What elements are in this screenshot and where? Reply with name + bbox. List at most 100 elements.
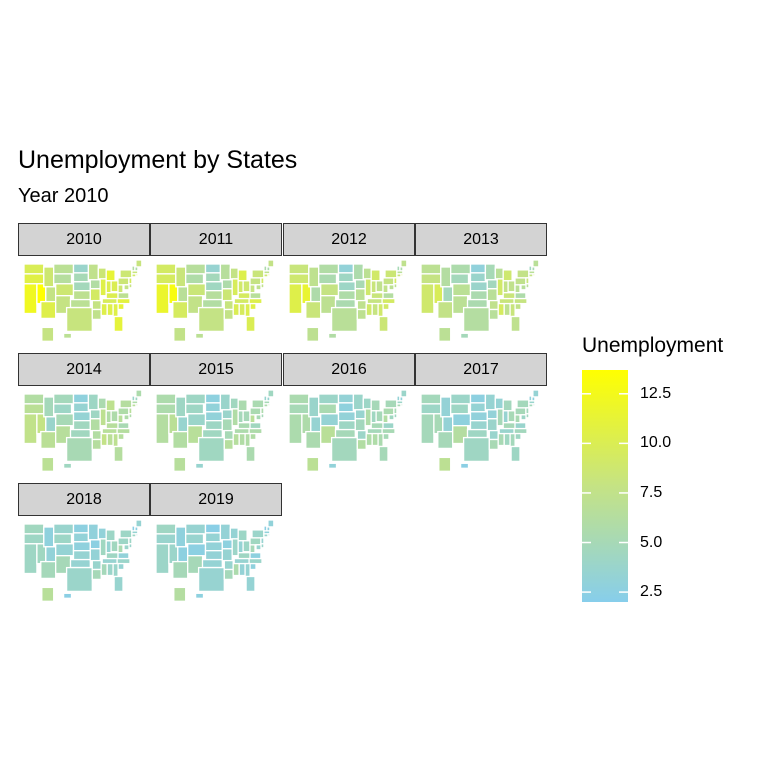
state-ut xyxy=(177,286,189,303)
state-nd xyxy=(469,393,487,404)
state-wv xyxy=(382,414,389,424)
state-nd xyxy=(204,523,222,534)
state-ak xyxy=(438,326,452,342)
state-tn xyxy=(366,297,383,305)
state-ny xyxy=(251,399,265,409)
state-fl xyxy=(378,445,389,463)
facet-strip-label: 2015 xyxy=(150,353,282,386)
state-az xyxy=(437,430,454,450)
state-ia xyxy=(89,279,101,290)
us-map-2016 xyxy=(288,389,408,472)
legend-gradient xyxy=(582,370,628,602)
state-fl xyxy=(378,315,389,333)
state-ok xyxy=(69,298,91,309)
state-or xyxy=(288,273,310,285)
state-ky xyxy=(105,422,119,430)
state-ga xyxy=(377,302,384,318)
state-la xyxy=(356,438,367,451)
state-ia xyxy=(89,539,101,550)
state-me xyxy=(267,389,275,398)
state-ut xyxy=(45,546,57,563)
state-or xyxy=(23,403,45,415)
state-co xyxy=(55,413,75,427)
facet-panel-2017: 2017 xyxy=(415,353,547,481)
state-ar xyxy=(356,429,367,441)
state-ne xyxy=(204,541,223,552)
state-md xyxy=(123,284,130,291)
facet-strip-label: 2014 xyxy=(18,353,150,386)
state-wv xyxy=(249,284,256,294)
state-ny xyxy=(251,269,265,279)
state-ne xyxy=(469,411,488,422)
state-mo xyxy=(89,548,101,562)
facet-strip-label: 2013 xyxy=(415,223,547,256)
state-al xyxy=(238,302,246,317)
state-nj xyxy=(393,407,398,415)
state-ct xyxy=(263,533,269,538)
state-mo xyxy=(354,418,366,432)
state-mo xyxy=(486,418,498,432)
state-tn xyxy=(101,297,118,305)
state-il xyxy=(231,408,239,427)
state-va xyxy=(249,422,262,430)
state-ne xyxy=(204,281,223,292)
state-ok xyxy=(334,428,356,439)
state-nc xyxy=(513,427,528,435)
facet-strip-label: 2017 xyxy=(415,353,547,386)
facet-panel-2013: 2013 xyxy=(415,223,547,351)
state-mn xyxy=(352,393,364,411)
state-ar xyxy=(91,559,102,571)
state-ia xyxy=(89,409,101,420)
state-pa xyxy=(382,407,395,416)
state-ga xyxy=(112,562,119,578)
state-sd xyxy=(72,272,90,283)
state-az xyxy=(305,300,322,320)
state-ca xyxy=(23,283,38,315)
state-ca xyxy=(288,283,303,315)
state-ia xyxy=(221,279,233,290)
state-la xyxy=(223,308,234,321)
state-la xyxy=(488,438,499,451)
state-al xyxy=(106,302,114,317)
state-wi xyxy=(494,267,504,280)
state-sd xyxy=(337,402,355,413)
state-me xyxy=(532,389,540,398)
state-ks xyxy=(204,290,223,301)
state-me xyxy=(267,519,275,528)
state-id xyxy=(440,266,452,288)
state-mo xyxy=(89,288,101,302)
state-al xyxy=(106,432,114,447)
state-ks xyxy=(204,550,223,561)
state-ne xyxy=(337,281,356,292)
state-hi xyxy=(62,332,73,339)
facet-panel-2012: 2012 xyxy=(283,223,415,351)
state-ky xyxy=(105,552,119,560)
state-ny xyxy=(516,269,530,279)
state-ut xyxy=(310,416,322,433)
state-ak xyxy=(173,456,187,472)
state-ok xyxy=(201,298,223,309)
state-wa xyxy=(23,393,45,405)
state-ak xyxy=(173,326,187,342)
state-ak xyxy=(438,456,452,472)
state-az xyxy=(305,430,322,450)
state-az xyxy=(172,430,189,450)
state-wv xyxy=(117,284,124,294)
facet-panel-2011: 2011 xyxy=(150,223,282,351)
state-or xyxy=(155,533,177,545)
state-ia xyxy=(354,409,366,420)
state-mn xyxy=(219,523,231,541)
state-md xyxy=(520,284,527,291)
state-tn xyxy=(233,427,250,435)
state-la xyxy=(488,308,499,321)
state-co xyxy=(452,283,472,297)
us-map-2018 xyxy=(23,519,143,602)
state-hi xyxy=(194,592,205,599)
state-or xyxy=(23,533,45,545)
state-wa xyxy=(155,523,177,535)
state-wy xyxy=(450,273,470,285)
state-id xyxy=(175,396,187,418)
state-ca xyxy=(420,413,435,445)
state-il xyxy=(496,408,504,427)
state-co xyxy=(320,413,340,427)
